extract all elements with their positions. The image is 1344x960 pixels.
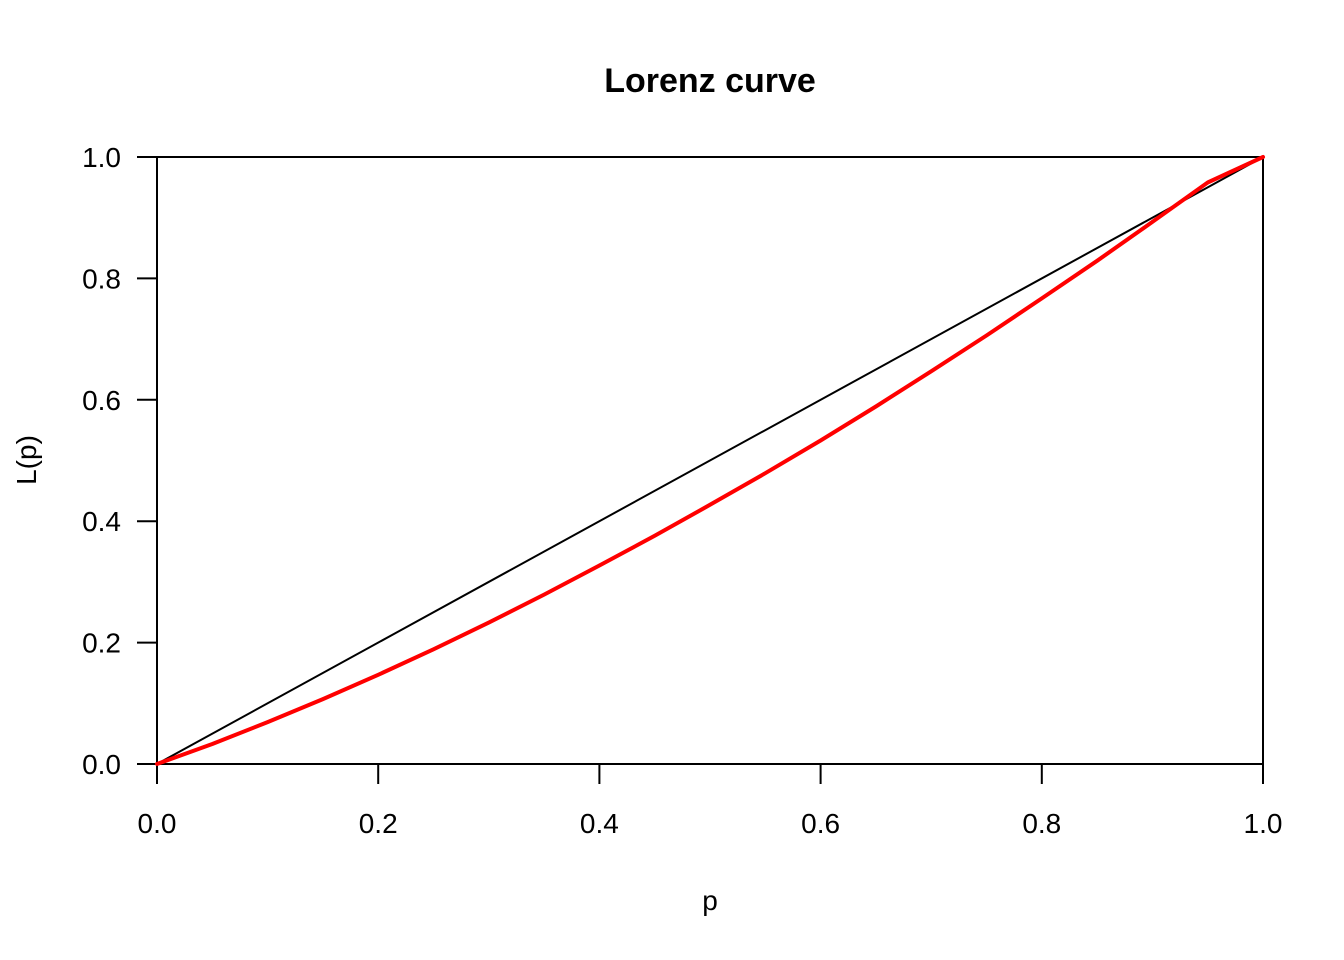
y-axis: 0.0 0.2 0.4 0.6 0.8 1.0	[82, 142, 158, 780]
x-tick-label: 0.6	[801, 808, 840, 839]
y-tick-label: 0.4	[82, 506, 121, 537]
y-tick-label: 1.0	[82, 142, 121, 173]
x-tick-label: 0.4	[580, 808, 619, 839]
equality-line	[156, 156, 1264, 765]
x-axis: 0.0 0.2 0.4 0.6 0.8 1.0	[138, 763, 1283, 839]
y-tick-label: 0.6	[82, 385, 121, 416]
y-tick-label: 0.2	[82, 628, 121, 659]
x-tick-label: 0.8	[1022, 808, 1061, 839]
x-tick-label: 0.0	[138, 808, 177, 839]
lorenz-curve-line	[155, 155, 1265, 766]
x-tick-label: 1.0	[1244, 808, 1283, 839]
chart-title: Lorenz curve	[604, 62, 816, 100]
y-axis-label: L(p)	[11, 435, 42, 485]
y-tick-label: 0.8	[82, 263, 121, 294]
series-layer	[155, 155, 1265, 766]
x-axis-label: p	[702, 885, 718, 916]
y-tick-label: 0.0	[82, 749, 121, 780]
x-tick-label: 0.2	[359, 808, 398, 839]
